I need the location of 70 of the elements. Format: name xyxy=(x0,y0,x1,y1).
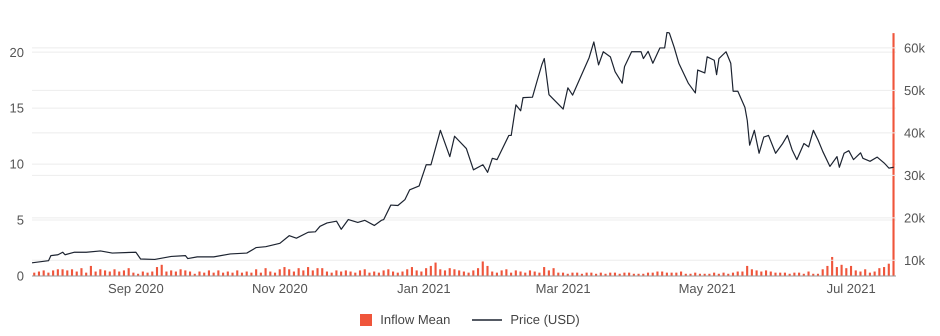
bar xyxy=(312,270,314,276)
bar xyxy=(448,268,451,276)
bar xyxy=(278,269,281,276)
bar xyxy=(482,261,484,276)
bar xyxy=(864,269,866,276)
bar xyxy=(269,272,272,276)
bar xyxy=(108,272,111,276)
y-tick-label: 15 xyxy=(10,100,24,116)
y-tick-label: 5 xyxy=(16,212,24,228)
bar xyxy=(534,272,536,276)
bar xyxy=(160,264,163,276)
bar xyxy=(434,262,437,276)
bar xyxy=(364,269,366,276)
y-tick-label: 10 xyxy=(10,156,24,172)
y2-tick-label: 60k xyxy=(904,40,926,56)
bar xyxy=(694,272,696,276)
bar xyxy=(439,269,442,276)
bar xyxy=(878,268,880,276)
bar xyxy=(151,272,154,276)
bar xyxy=(888,264,890,276)
bar xyxy=(354,272,356,276)
x-tick-label: Nov 2020 xyxy=(252,281,308,296)
y2-tick-label: 40k xyxy=(904,125,926,140)
bar xyxy=(845,268,848,276)
x-tick-label: Sep 2020 xyxy=(108,281,164,296)
bar xyxy=(425,268,428,276)
bar xyxy=(770,272,772,276)
bar xyxy=(524,272,526,276)
bar xyxy=(321,268,324,276)
bar xyxy=(576,272,578,276)
legend-label: Price (USD) xyxy=(510,312,580,327)
legend-label: Inflow Mean xyxy=(380,312,450,327)
bar xyxy=(609,272,612,276)
bar xyxy=(396,272,399,276)
y2-tick-label: 20k xyxy=(904,210,926,226)
y2-tick-label: 50k xyxy=(904,83,926,98)
bar xyxy=(736,272,739,276)
y-tick-label: 20 xyxy=(10,44,24,60)
bar xyxy=(298,268,300,276)
bar xyxy=(600,272,602,276)
bar xyxy=(491,272,494,276)
bar xyxy=(80,268,83,276)
bar xyxy=(822,269,824,276)
bar xyxy=(854,270,857,276)
x-tick-label: Jul 2021 xyxy=(826,281,876,296)
y2-tick-label: 30k xyxy=(904,168,926,183)
bar xyxy=(892,33,895,276)
bar xyxy=(316,268,319,276)
bar xyxy=(779,272,782,276)
bar xyxy=(552,268,555,276)
bar xyxy=(128,268,130,276)
x-tick-label: Mar 2021 xyxy=(536,281,591,296)
bar xyxy=(652,272,654,276)
bar xyxy=(246,272,248,276)
bar xyxy=(264,268,267,276)
bar xyxy=(203,272,206,276)
bar xyxy=(406,269,408,276)
bar xyxy=(33,272,36,276)
bar xyxy=(236,270,238,276)
y-tick-label: 0 xyxy=(16,268,24,284)
y2-tick-label: 10k xyxy=(904,252,926,268)
bar xyxy=(476,268,480,276)
x-tick-label: May 2021 xyxy=(678,281,736,296)
bar xyxy=(288,269,290,276)
line-series xyxy=(32,32,894,264)
bar xyxy=(76,272,78,276)
bar xyxy=(557,272,560,276)
x-tick-label: Jan 2021 xyxy=(397,281,451,296)
bar xyxy=(66,270,68,276)
bar xyxy=(118,272,120,276)
